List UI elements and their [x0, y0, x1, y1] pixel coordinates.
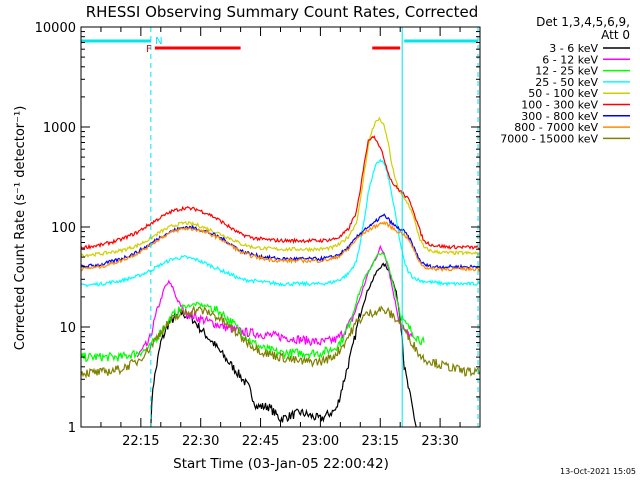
- plot-area: FN 1 10 100 1000 10000 22:15 22:30 22:45 23:00 23:…: [35, 21, 481, 449]
- legend-label: 12 - 25 keV: [535, 65, 598, 78]
- legend-label: 100 - 300 keV: [521, 99, 598, 112]
- series-line-100-300-kev: [80, 135, 481, 251]
- legend-header-detectors: Det 1,3,4,5,6,9,: [536, 15, 630, 29]
- x-tick-label: 22:30: [182, 434, 219, 449]
- annotation-n: N: [155, 36, 162, 47]
- plot-frame: [80, 26, 481, 428]
- x-tick-label: 23:00: [302, 434, 339, 449]
- y-tick-label: 10000: [35, 21, 76, 36]
- legend-label: 800 - 7000 keV: [514, 121, 598, 134]
- series-line-3-6-kev: [150, 262, 417, 428]
- chart-title: RHESSI Observing Summary Count Rates, Co…: [86, 3, 479, 21]
- x-tick-label: 23:30: [421, 434, 458, 449]
- footer-date: 13-Oct-2021 15:05: [560, 467, 636, 476]
- legend-label: 300 - 800 keV: [521, 110, 598, 123]
- legend-header-attenuator: Att 0: [601, 28, 630, 42]
- legend-label: 6 - 12 keV: [542, 53, 598, 66]
- legend-label: 7000 - 15000 keV: [500, 132, 598, 145]
- series-line-25-50-kev: [80, 158, 481, 288]
- y-tick-label: 100: [51, 221, 76, 236]
- y-tick-label: 1000: [43, 121, 76, 136]
- y-axis-label: Corrected Count Rate (s⁻¹ detector⁻¹): [13, 106, 28, 351]
- series-line-50-100-kev: [80, 116, 480, 258]
- series-line-7000-15000-kev: [80, 305, 481, 379]
- y-tick-label: 1: [68, 421, 76, 436]
- legend-label: 3 - 6 keV: [549, 42, 598, 55]
- legend-label: 50 - 100 keV: [528, 87, 598, 100]
- x-tick-label: 23:15: [362, 434, 399, 449]
- legend-label: 25 - 50 keV: [535, 76, 598, 89]
- y-tick-label: 10: [59, 321, 76, 336]
- series-line-12-25-kev: [80, 251, 425, 363]
- series-line-800-7000-kev: [80, 220, 481, 273]
- annotation-f: F: [146, 44, 152, 55]
- x-axis-label: Start Time (03-Jan-05 22:00:42): [173, 456, 389, 472]
- x-tick-label: 22:45: [242, 434, 279, 449]
- x-tick-label: 22:15: [122, 434, 159, 449]
- series-line-6-12-kev: [136, 244, 413, 358]
